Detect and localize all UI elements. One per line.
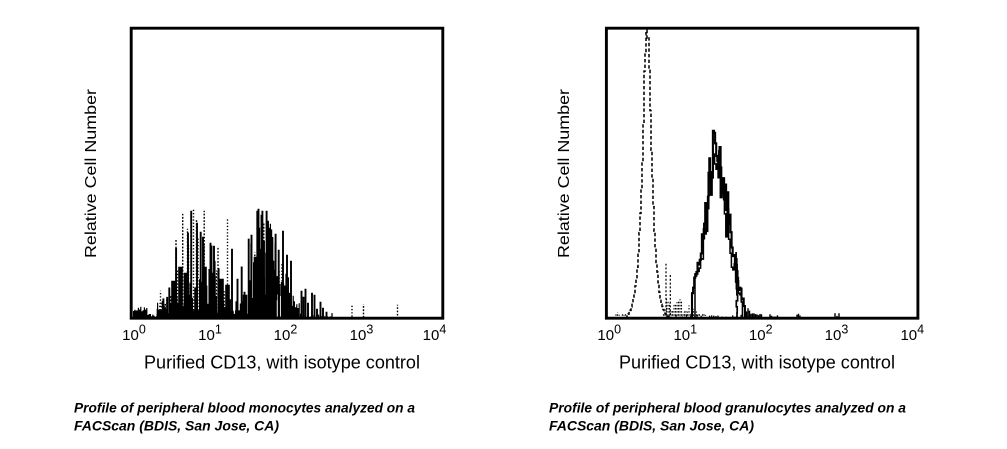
svg-text:Purified CD13, with isotype co: Purified CD13, with isotype control (144, 352, 420, 373)
svg-text:Relative Cell Number: Relative Cell Number (556, 89, 573, 258)
svg-text:FACScan (BDIS, San Jose, CA): FACScan (BDIS, San Jose, CA) (549, 418, 755, 433)
svg-text:Profile of peripheral blood gr: Profile of peripheral blood granulocytes… (549, 400, 906, 415)
svg-text:Relative Cell Number: Relative Cell Number (83, 89, 100, 258)
svg-text:Purified CD13, with isotype co: Purified CD13, with isotype control (619, 352, 895, 373)
svg-text:FACScan (BDIS, San Jose, CA): FACScan (BDIS, San Jose, CA) (74, 418, 280, 433)
svg-text:Profile of peripheral blood mo: Profile of peripheral blood monocytes an… (74, 400, 415, 415)
